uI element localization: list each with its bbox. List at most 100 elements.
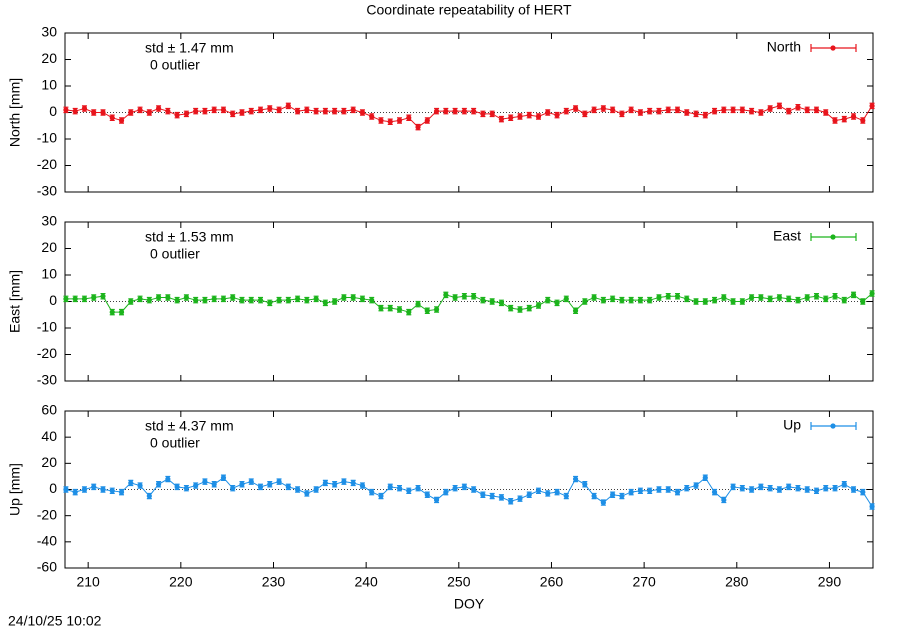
data-point xyxy=(674,489,681,495)
data-point xyxy=(786,296,792,302)
data-point xyxy=(776,486,783,493)
data-point xyxy=(749,108,755,114)
data-point xyxy=(517,113,523,120)
y-tick-label: 10 xyxy=(41,77,57,93)
data-point xyxy=(322,300,328,306)
data-point xyxy=(128,480,134,486)
data-point xyxy=(109,115,115,121)
data-point xyxy=(165,294,171,301)
data-point xyxy=(443,292,449,298)
data-point xyxy=(860,117,866,124)
data-point xyxy=(804,486,810,493)
data-point xyxy=(193,297,199,303)
data-point xyxy=(452,294,458,301)
data-point xyxy=(619,297,625,303)
data-point xyxy=(91,484,97,490)
y-tick-label: -10 xyxy=(37,319,57,335)
data-point xyxy=(767,105,773,112)
data-point xyxy=(81,486,88,493)
data-point xyxy=(591,294,597,301)
data-point xyxy=(823,109,829,116)
data-point xyxy=(711,489,718,495)
data-point xyxy=(665,107,671,113)
data-point xyxy=(517,306,523,313)
y-tick-label: -30 xyxy=(37,372,57,388)
data-point xyxy=(387,119,393,125)
x-tick-label: 230 xyxy=(262,574,286,590)
data-point xyxy=(387,305,393,311)
x-tick-label: 270 xyxy=(632,574,656,590)
data-point xyxy=(823,485,829,491)
data-point xyxy=(554,300,560,306)
data-point xyxy=(850,113,857,120)
chart-title: Coordinate repeatability of HERT xyxy=(366,2,572,18)
data-point xyxy=(137,482,143,489)
data-point xyxy=(832,293,838,299)
data-point xyxy=(582,111,588,117)
data-point xyxy=(165,108,171,114)
data-point xyxy=(267,105,273,112)
data-point xyxy=(813,107,820,113)
data-point xyxy=(841,116,847,122)
data-point xyxy=(341,479,347,485)
data-point xyxy=(480,297,486,303)
data-point xyxy=(526,112,532,118)
std-label: std ± 4.37 mm xyxy=(145,418,234,434)
data-point xyxy=(276,479,282,485)
x-axis-label: DOY xyxy=(454,596,485,612)
data-point xyxy=(424,117,430,124)
data-point xyxy=(656,486,662,493)
data-point xyxy=(285,103,291,109)
data-point xyxy=(202,297,208,303)
y-tick-label: 0 xyxy=(49,292,57,308)
data-point xyxy=(174,297,180,303)
data-point xyxy=(730,298,736,305)
x-tick-label: 220 xyxy=(169,574,193,590)
data-point xyxy=(461,108,467,114)
y-axis-label: North [mm] xyxy=(7,78,23,147)
data-point xyxy=(860,489,866,495)
data-point xyxy=(572,476,579,482)
y-tick-label: -60 xyxy=(37,559,57,575)
data-point xyxy=(332,298,338,305)
data-point xyxy=(332,481,338,487)
data-point xyxy=(508,115,514,121)
data-point xyxy=(804,107,810,113)
data-point xyxy=(665,293,671,299)
data-point xyxy=(758,109,764,116)
data-point xyxy=(109,488,115,494)
data-point xyxy=(128,298,134,305)
data-point xyxy=(471,486,477,493)
y-tick-label: 0 xyxy=(49,480,57,496)
data-point xyxy=(406,115,412,121)
data-point xyxy=(276,297,282,303)
data-point xyxy=(776,103,783,109)
data-point xyxy=(257,484,264,490)
data-point xyxy=(415,485,421,491)
data-point xyxy=(276,107,282,113)
data-point xyxy=(193,108,199,114)
data-point xyxy=(100,109,106,116)
data-point xyxy=(767,485,773,491)
data-point xyxy=(406,488,412,494)
data-point xyxy=(396,117,403,124)
y-tick-label: 30 xyxy=(41,213,57,229)
data-point xyxy=(230,294,236,301)
y-tick-label: 10 xyxy=(41,266,57,282)
data-point xyxy=(702,112,708,118)
data-point xyxy=(63,486,69,493)
data-point xyxy=(359,296,366,302)
data-point xyxy=(174,112,180,118)
data-point xyxy=(563,493,569,499)
data-point xyxy=(628,489,634,495)
data-point xyxy=(674,293,681,299)
data-point xyxy=(211,481,217,487)
data-point xyxy=(647,108,653,114)
data-point xyxy=(535,488,542,494)
data-point xyxy=(508,498,514,504)
data-point xyxy=(443,489,449,495)
data-point xyxy=(637,488,644,494)
data-point xyxy=(146,109,152,116)
data-point xyxy=(610,296,616,302)
